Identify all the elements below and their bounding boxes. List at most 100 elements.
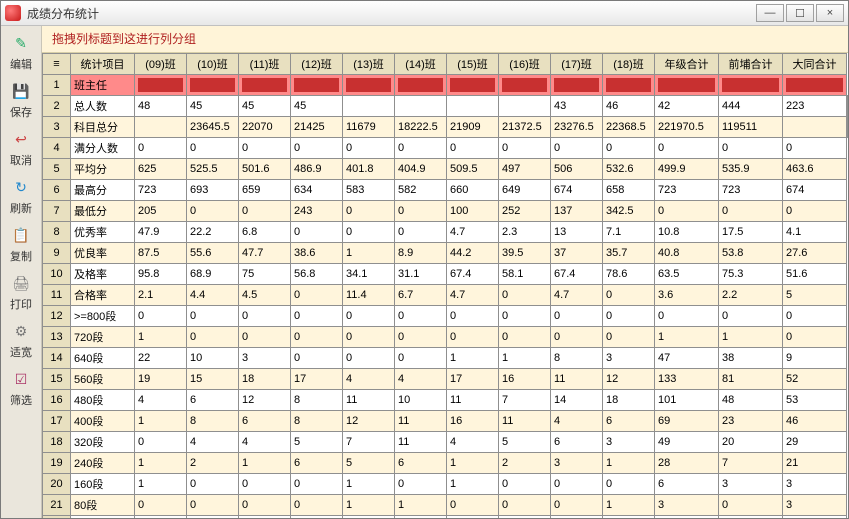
- data-cell[interactable]: 67.4: [551, 264, 603, 285]
- data-cell[interactable]: 95.8: [135, 264, 187, 285]
- table-row[interactable]: 19240段121656123128721: [43, 453, 848, 474]
- data-cell[interactable]: 43: [551, 96, 603, 117]
- data-cell[interactable]: 401.8: [343, 159, 395, 180]
- data-cell[interactable]: 8: [291, 390, 343, 411]
- data-cell[interactable]: 1: [499, 348, 551, 369]
- data-cell[interactable]: 2: [719, 516, 783, 519]
- data-cell[interactable]: 1: [343, 243, 395, 264]
- data-cell[interactable]: 17: [447, 369, 499, 390]
- data-cell[interactable]: 4: [187, 432, 239, 453]
- data-cell[interactable]: 11.4: [343, 285, 395, 306]
- data-cell[interactable]: 0: [447, 306, 499, 327]
- data-cell[interactable]: 0: [447, 516, 499, 519]
- data-cell[interactable]: [187, 75, 239, 96]
- data-cell[interactable]: 1: [135, 411, 187, 432]
- data-cell[interactable]: 4.5: [239, 285, 291, 306]
- data-cell[interactable]: 22368.5: [603, 117, 655, 138]
- data-cell[interactable]: 48: [135, 96, 187, 117]
- column-header[interactable]: (18)班: [603, 54, 655, 75]
- data-cell[interactable]: [499, 96, 551, 117]
- data-cell[interactable]: 17: [291, 369, 343, 390]
- data-cell[interactable]: 0: [239, 201, 291, 222]
- data-cell[interactable]: 0: [291, 516, 343, 519]
- data-cell[interactable]: 649: [499, 180, 551, 201]
- data-cell[interactable]: 6: [551, 432, 603, 453]
- data-cell[interactable]: 18222.5: [395, 117, 447, 138]
- data-cell[interactable]: 5: [343, 453, 395, 474]
- data-cell[interactable]: 0: [291, 348, 343, 369]
- data-cell[interactable]: 22: [135, 348, 187, 369]
- data-cell[interactable]: 1: [343, 474, 395, 495]
- data-cell[interactable]: 5: [499, 432, 551, 453]
- sidebar-编辑[interactable]: ✎编辑: [4, 32, 38, 72]
- data-cell[interactable]: 12: [343, 411, 395, 432]
- sidebar-保存[interactable]: 💾保存: [4, 80, 38, 120]
- data-cell[interactable]: 342.5: [603, 201, 655, 222]
- data-cell[interactable]: 11: [395, 411, 447, 432]
- data-cell[interactable]: 3: [783, 474, 847, 495]
- data-cell[interactable]: 47.7: [239, 243, 291, 264]
- data-cell[interactable]: 0: [187, 201, 239, 222]
- table-row[interactable]: 4满分人数0000000000000: [43, 138, 848, 159]
- data-cell[interactable]: 21372.5: [499, 117, 551, 138]
- maximize-button[interactable]: ☐: [786, 4, 814, 22]
- data-cell[interactable]: 51.6: [783, 264, 847, 285]
- data-cell[interactable]: 53: [783, 390, 847, 411]
- data-cell[interactable]: 252: [499, 201, 551, 222]
- data-cell[interactable]: 1: [603, 495, 655, 516]
- data-cell[interactable]: [343, 75, 395, 96]
- data-cell[interactable]: 0: [187, 327, 239, 348]
- data-cell[interactable]: 0: [447, 327, 499, 348]
- data-cell[interactable]: 4: [135, 390, 187, 411]
- data-cell[interactable]: 22.2: [187, 222, 239, 243]
- minimize-button[interactable]: —: [756, 4, 784, 22]
- data-cell[interactable]: 101: [655, 390, 719, 411]
- data-cell[interactable]: 0: [187, 474, 239, 495]
- data-cell[interactable]: 0: [499, 306, 551, 327]
- data-cell[interactable]: 0: [291, 306, 343, 327]
- data-cell[interactable]: 0: [447, 495, 499, 516]
- data-cell[interactable]: 100: [447, 201, 499, 222]
- data-cell[interactable]: 0: [395, 306, 447, 327]
- data-cell[interactable]: 75: [239, 264, 291, 285]
- data-cell[interactable]: 0: [603, 474, 655, 495]
- data-cell[interactable]: [343, 96, 395, 117]
- data-cell[interactable]: 4: [395, 369, 447, 390]
- data-cell[interactable]: 0: [719, 306, 783, 327]
- data-cell[interactable]: 11: [343, 390, 395, 411]
- data-cell[interactable]: 0: [291, 495, 343, 516]
- data-cell[interactable]: 1: [447, 474, 499, 495]
- data-cell[interactable]: 0: [395, 138, 447, 159]
- data-cell[interactable]: 6: [603, 411, 655, 432]
- data-cell[interactable]: 19: [135, 369, 187, 390]
- data-cell[interactable]: 21425: [291, 117, 343, 138]
- data-cell[interactable]: 0: [187, 138, 239, 159]
- data-cell[interactable]: 223: [783, 96, 847, 117]
- data-cell[interactable]: 6: [655, 474, 719, 495]
- data-cell[interactable]: 38.6: [291, 243, 343, 264]
- data-cell[interactable]: 0: [603, 285, 655, 306]
- data-cell[interactable]: 15: [187, 369, 239, 390]
- data-cell[interactable]: 1: [447, 453, 499, 474]
- data-cell[interactable]: 45: [239, 96, 291, 117]
- data-cell[interactable]: 525.5: [187, 159, 239, 180]
- data-cell[interactable]: 12: [239, 390, 291, 411]
- data-cell[interactable]: 0: [135, 516, 187, 519]
- data-cell[interactable]: [447, 96, 499, 117]
- data-cell[interactable]: 1: [395, 495, 447, 516]
- table-row[interactable]: 3科目总分23645.522070214251167918222.5219092…: [43, 117, 848, 138]
- data-cell[interactable]: 659: [239, 180, 291, 201]
- data-cell[interactable]: 37: [551, 243, 603, 264]
- data-cell[interactable]: 3: [603, 432, 655, 453]
- data-cell[interactable]: [499, 75, 551, 96]
- data-cell[interactable]: 4: [343, 369, 395, 390]
- column-header[interactable]: (13)班: [343, 54, 395, 75]
- data-cell[interactable]: [395, 75, 447, 96]
- data-cell[interactable]: 53.8: [719, 243, 783, 264]
- data-cell[interactable]: 674: [783, 180, 847, 201]
- data-cell[interactable]: 0: [395, 327, 447, 348]
- data-cell[interactable]: 3: [655, 495, 719, 516]
- data-cell[interactable]: 0: [239, 306, 291, 327]
- table-row[interactable]: 7最低分2050024300100252137342.5000: [43, 201, 848, 222]
- data-cell[interactable]: 0: [239, 138, 291, 159]
